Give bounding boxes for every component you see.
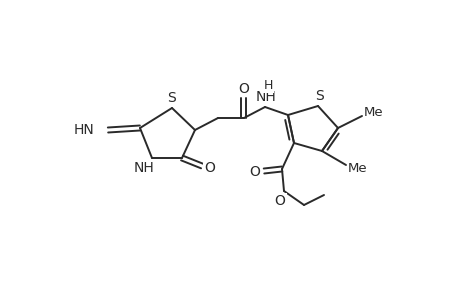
Text: O: O xyxy=(249,165,260,179)
Text: NH: NH xyxy=(255,90,276,104)
Text: S: S xyxy=(167,91,176,105)
Text: NH: NH xyxy=(133,161,154,175)
Text: H: H xyxy=(263,79,272,92)
Text: Me: Me xyxy=(364,106,383,118)
Text: HN: HN xyxy=(73,123,94,137)
Text: O: O xyxy=(238,82,249,96)
Text: S: S xyxy=(315,89,324,103)
Text: Me: Me xyxy=(347,163,367,176)
Text: O: O xyxy=(274,194,285,208)
Text: O: O xyxy=(204,161,215,175)
